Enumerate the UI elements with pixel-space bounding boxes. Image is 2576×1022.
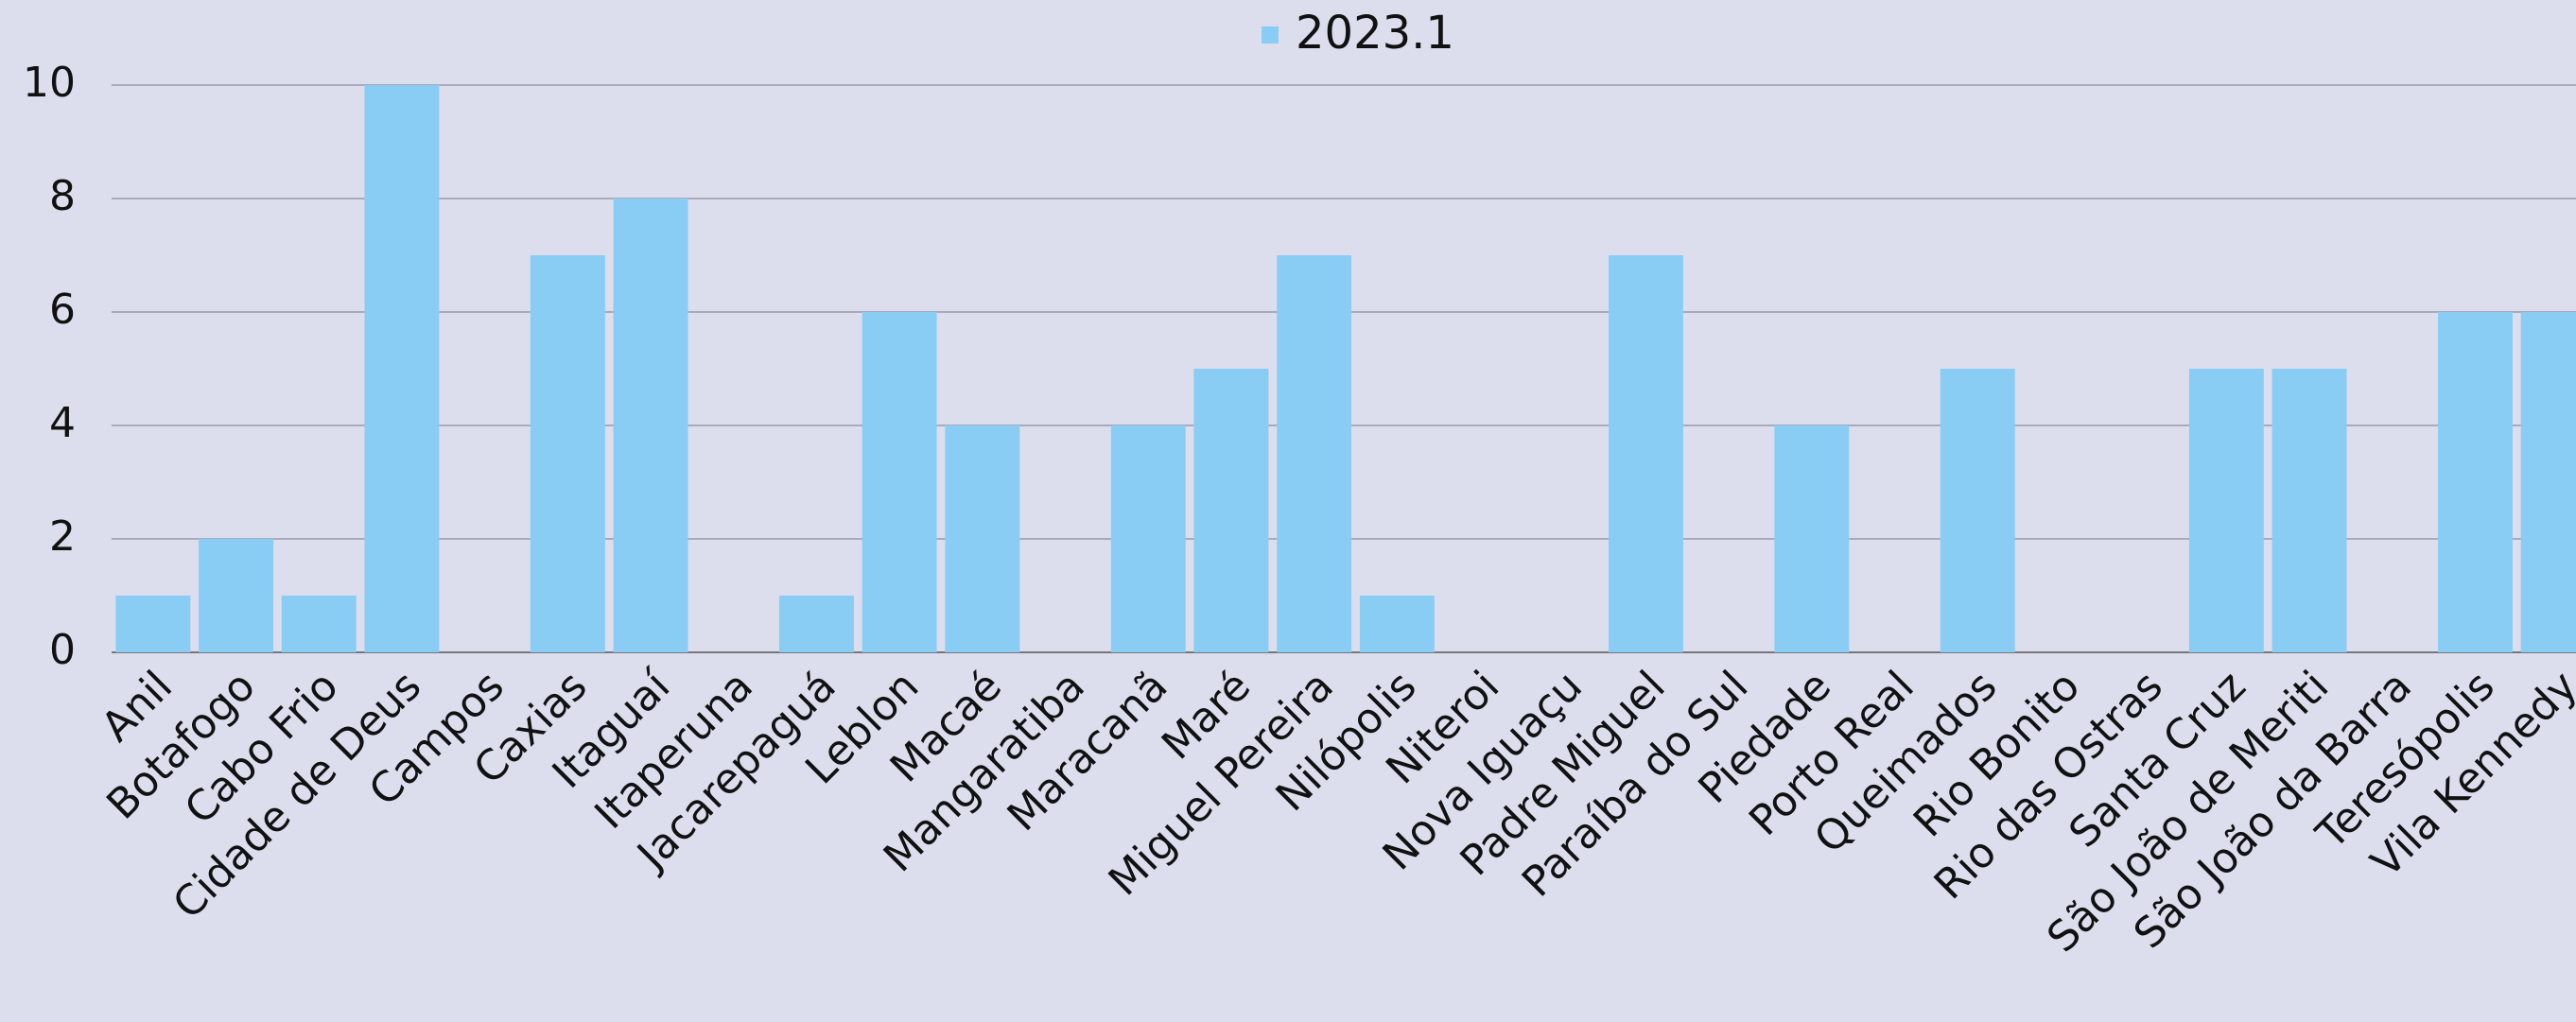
bar [1608,255,1683,652]
bar [1774,425,1850,652]
bar [530,255,605,652]
y-tick-label: 8 [49,172,76,220]
bar [945,425,1020,652]
bar [199,539,274,652]
bar [778,596,854,652]
y-tick-label: 6 [49,286,76,334]
bar [1193,369,1269,652]
bar [281,596,357,652]
legend-label: 2023.1 [1296,7,1454,60]
bar [1110,425,1186,652]
bar [364,85,440,652]
bar [2188,369,2264,652]
bar [1277,255,1352,652]
bar [1359,596,1435,652]
bar [862,312,937,652]
bar [2520,312,2576,652]
bar [1940,369,2015,652]
y-tick-label: 2 [49,512,76,561]
y-tick-label: 0 [49,626,76,674]
legend-marker [1262,26,1279,43]
bar [115,596,191,652]
bar [2437,312,2513,652]
bar [2271,369,2347,652]
bar [613,199,688,652]
y-tick-label: 10 [23,59,76,107]
y-tick-label: 4 [49,399,76,447]
